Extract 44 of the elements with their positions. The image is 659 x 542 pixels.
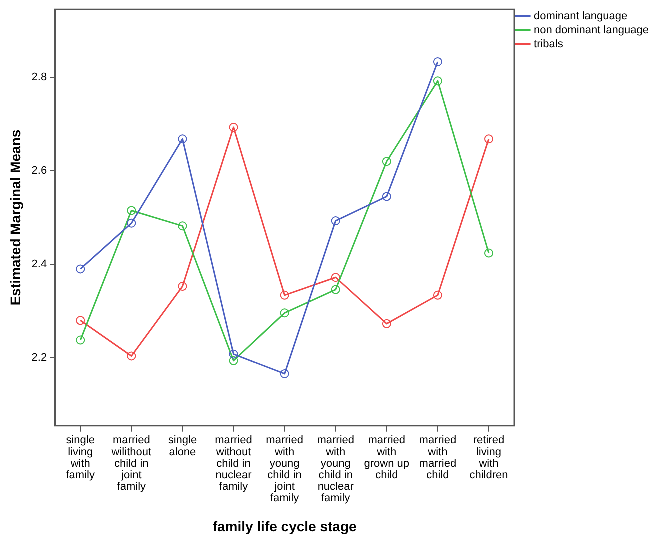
point [433, 57, 442, 66]
legend-label: dominant language [534, 10, 628, 23]
y-tick-label: 2.8 [32, 71, 48, 84]
point [76, 264, 86, 274]
point [331, 273, 340, 282]
point [127, 206, 136, 216]
point [76, 336, 86, 345]
point [382, 157, 392, 166]
point [127, 218, 136, 228]
point [382, 192, 392, 202]
x-tick-label: married wilithout child in joint family [110, 434, 152, 493]
y-tick-label: 2.6 [32, 165, 48, 178]
point [127, 352, 136, 361]
point [229, 356, 238, 366]
x-tick-label: married with young child in nuclear family [317, 434, 354, 504]
x-tick-label: married with grown up child [364, 434, 410, 482]
x-axis-title: family life cycle stage [212, 518, 357, 534]
x-tick-label: retired living with children [470, 434, 508, 482]
point [484, 134, 494, 144]
point [178, 134, 188, 144]
point [229, 350, 238, 359]
x-tick-label: married with young child in joint family [266, 434, 304, 504]
y-tick-label: 2.2 [32, 352, 48, 364]
point [433, 76, 442, 86]
point [178, 222, 188, 231]
x-tick-label: single living with family [66, 434, 96, 482]
point [382, 319, 392, 328]
point [76, 316, 86, 326]
point [178, 282, 188, 292]
x-tick-label: married without child in nuclear family [215, 434, 252, 493]
point [331, 285, 340, 294]
point [433, 290, 442, 300]
x-tick-label: married with married child [419, 434, 457, 482]
legend-label: tribals [534, 38, 564, 51]
x-tick-label: single alone [168, 434, 198, 458]
y-tick-label: 2.4 [32, 258, 48, 271]
point [331, 216, 340, 226]
legend-label: non dominant language [534, 24, 649, 37]
y-axis-title: Estimated Marginal Means [7, 130, 24, 306]
point [280, 290, 290, 300]
point [484, 248, 494, 258]
point [280, 369, 290, 378]
point [229, 122, 238, 132]
point [280, 308, 290, 318]
